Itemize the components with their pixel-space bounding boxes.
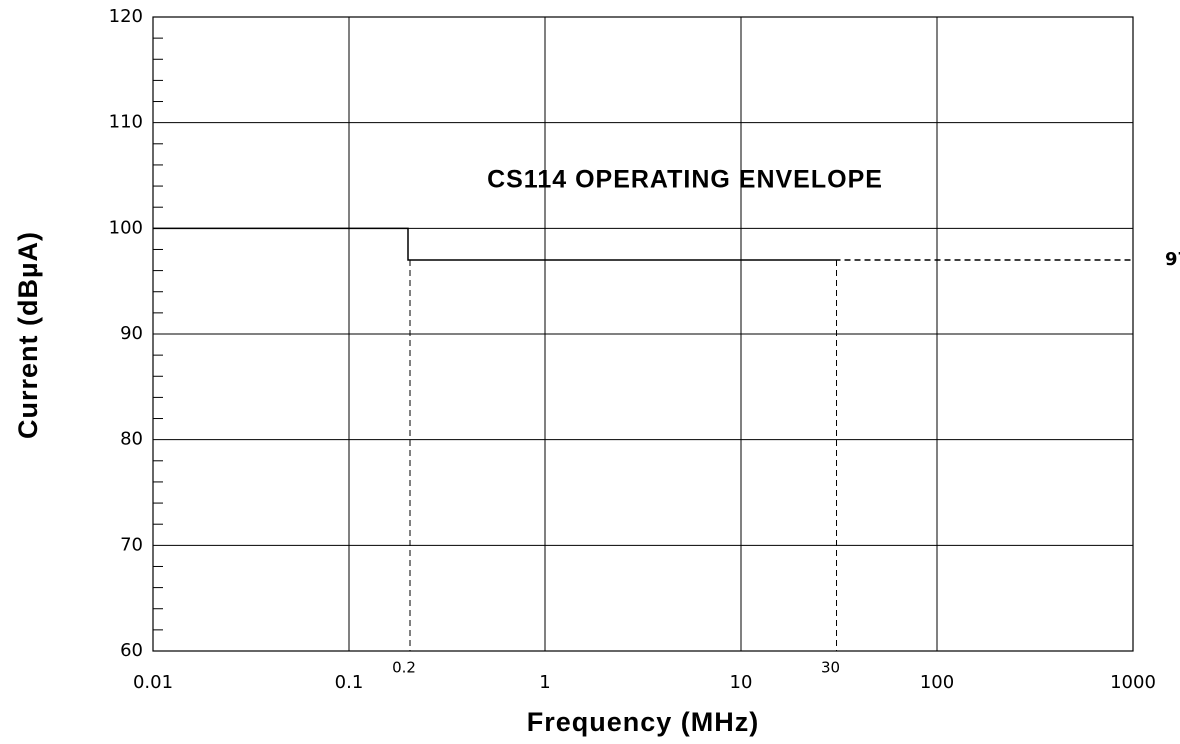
x-tick-label: 1: [539, 672, 550, 693]
x-tick-label: 10: [730, 672, 753, 693]
x-axis-label: Frequency (MHz): [527, 707, 760, 737]
x-tick-label: 0.1: [335, 672, 364, 693]
y-tick-label: 100: [109, 217, 143, 238]
y-tick-label: 60: [120, 640, 143, 661]
y-tick-label: 70: [120, 534, 143, 555]
x-tick-label: 0.01: [133, 672, 173, 693]
chart-title: CS114 OPERATING ENVELOPE: [487, 166, 883, 194]
marker-label: 30: [821, 659, 840, 677]
y-axis-label: Current (dBµA): [13, 231, 43, 439]
line-series: [153, 227, 835, 261]
end-value-label: 97: [1165, 249, 1180, 270]
plot-frame: [152, 16, 1134, 652]
marker-label: 0.2: [392, 659, 416, 677]
y-tick-label: 90: [120, 323, 143, 344]
x-tick-label: 1000: [1110, 672, 1156, 693]
x-tick-label: 100: [920, 672, 954, 693]
y-tick-label: 110: [109, 112, 143, 133]
y-tick-label: 120: [109, 6, 143, 27]
y-tick-label: 80: [120, 429, 143, 450]
